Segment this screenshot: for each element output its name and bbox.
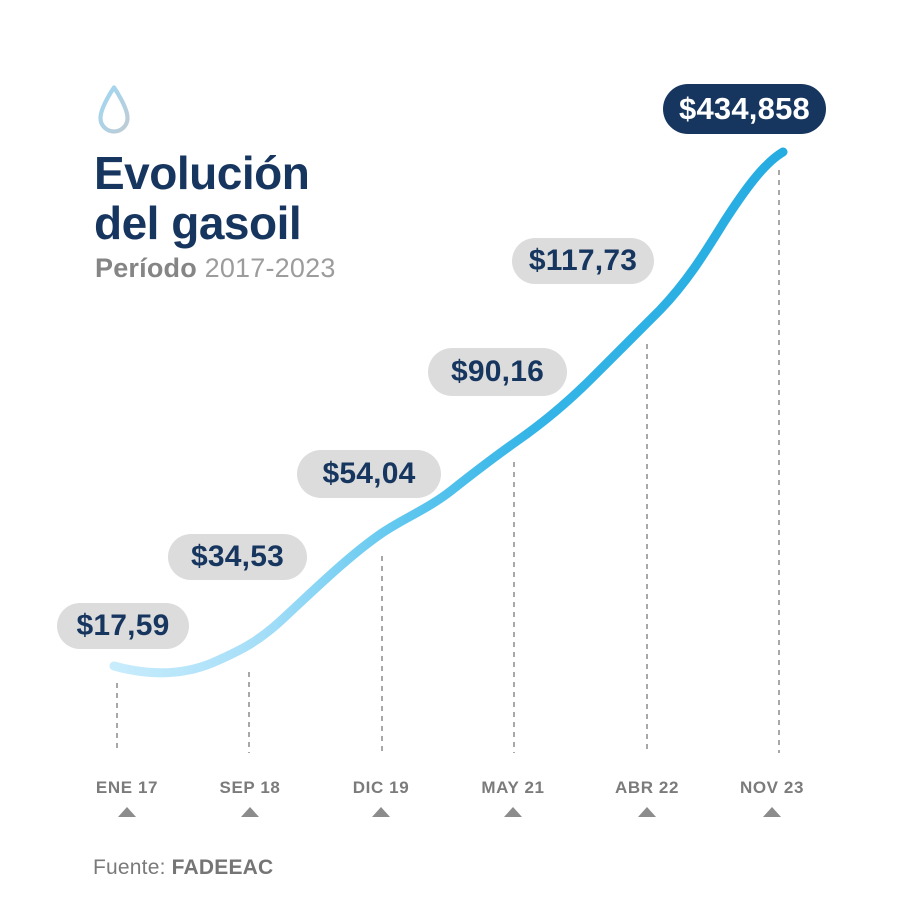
tick-arrow-icon: [372, 807, 390, 817]
subtitle-value: 2017-2023: [204, 253, 336, 283]
axis-tick-nov23: NOV 23: [739, 778, 805, 797]
axis-tick-dic19: DIC 19: [352, 778, 410, 797]
value-label-text: $54,04: [322, 457, 416, 490]
value-label-text: $34,53: [191, 540, 284, 573]
title-line-1: Evolución: [94, 147, 310, 199]
source-value: FADEEAC: [171, 856, 274, 879]
tick-arrow-icon: [763, 807, 781, 817]
axis-tick-may21: MAY 21: [481, 778, 545, 797]
water-drop-icon: [98, 85, 130, 134]
axis-tick-ene17: ENE 17: [95, 778, 159, 797]
value-label-pill-sep18: $34,53: [168, 534, 307, 580]
page-title: Evolución del gasoil: [94, 147, 310, 249]
tick-arrow-icon: [118, 807, 136, 817]
price-line: [109, 147, 788, 678]
source-footer: Fuente: FADEEAC: [93, 856, 273, 880]
value-label-text: $434,858: [679, 91, 810, 126]
subtitle-label: Período: [95, 253, 197, 283]
value-label-text: $17,59: [76, 609, 170, 642]
value-label-pill-nov23-highlight: $434,858: [663, 84, 826, 134]
axis-tick-sep18: SEP 18: [219, 778, 281, 797]
value-label-text: $117,73: [528, 244, 638, 277]
value-label-pill-dic19: $54,04: [297, 450, 441, 498]
title-line-2: del gasoil: [94, 197, 302, 249]
value-label-pill-may21: $90,16: [428, 348, 567, 396]
axis-tick-abr22: ABR 22: [614, 778, 680, 797]
value-label-text: $90,16: [451, 355, 544, 388]
page-subtitle: Período 2017-2023: [95, 253, 336, 284]
water-drop-outline: [98, 85, 130, 134]
source-label: Fuente:: [93, 856, 166, 879]
value-label-pill-ene17: $17,59: [57, 603, 189, 649]
tick-arrow-icon: [638, 807, 656, 817]
tick-arrow-icon: [241, 807, 259, 817]
value-label-pill-abr22: $117,73: [512, 238, 654, 284]
dashed-guide-lines: [116, 170, 780, 753]
tick-arrow-icon: [504, 807, 522, 817]
